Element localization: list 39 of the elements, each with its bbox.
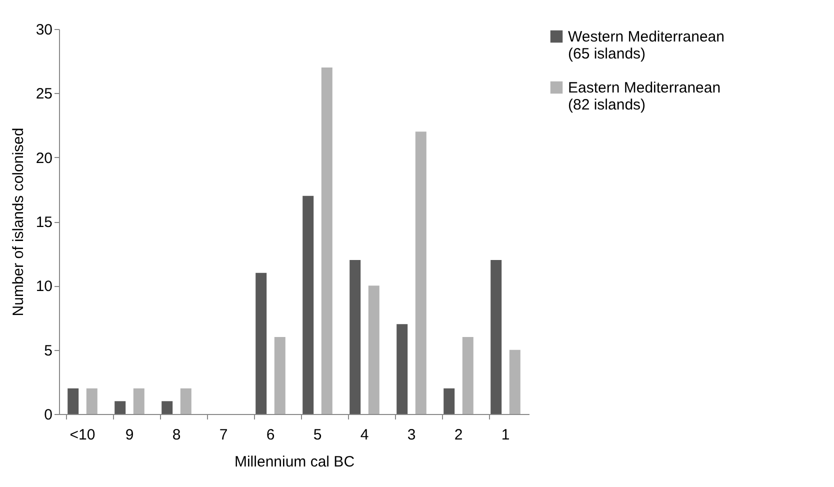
bar (256, 272, 267, 414)
bar (462, 337, 474, 414)
y-axis-title: Number of islands colonised (10, 128, 27, 316)
bar (444, 388, 455, 414)
x-tick-label: 3 (407, 426, 416, 444)
bar (68, 388, 79, 414)
x-tick-label: 9 (125, 426, 134, 444)
x-tick-label: 1 (501, 426, 510, 444)
x-tick-label: 4 (360, 426, 369, 444)
x-tick-label: 8 (172, 426, 181, 444)
bar (274, 337, 286, 414)
y-tick-label: 25 (36, 86, 52, 103)
legend-label: Eastern Mediterranean (82 islands) (568, 80, 721, 114)
y-tick-label: 5 (44, 342, 52, 360)
bar (86, 388, 98, 414)
y-tick-label: 20 (36, 150, 52, 167)
bar (133, 388, 144, 414)
bar (321, 68, 332, 414)
x-tick-label: 5 (313, 426, 322, 444)
bar (162, 401, 173, 414)
y-tick-label: 30 (36, 22, 52, 38)
bar (509, 350, 520, 414)
bar (415, 132, 426, 414)
bar (180, 388, 192, 414)
bar (350, 260, 361, 414)
y-tick-label: 15 (36, 214, 52, 231)
bar (396, 324, 408, 414)
x-tick-label: 6 (266, 426, 275, 444)
y-tick-label: 10 (36, 278, 52, 296)
bar (490, 260, 502, 414)
x-tick-label: <10 (70, 426, 96, 444)
bar (114, 401, 126, 414)
bar (368, 286, 380, 414)
x-axis-title: Millennium cal BC (234, 454, 355, 470)
legend-label: Western Mediterranean (65 islands) (568, 28, 724, 62)
x-tick-label: 7 (219, 426, 228, 444)
x-tick-label: 2 (454, 426, 463, 444)
y-tick-label: 0 (44, 406, 52, 424)
bar (302, 196, 314, 414)
